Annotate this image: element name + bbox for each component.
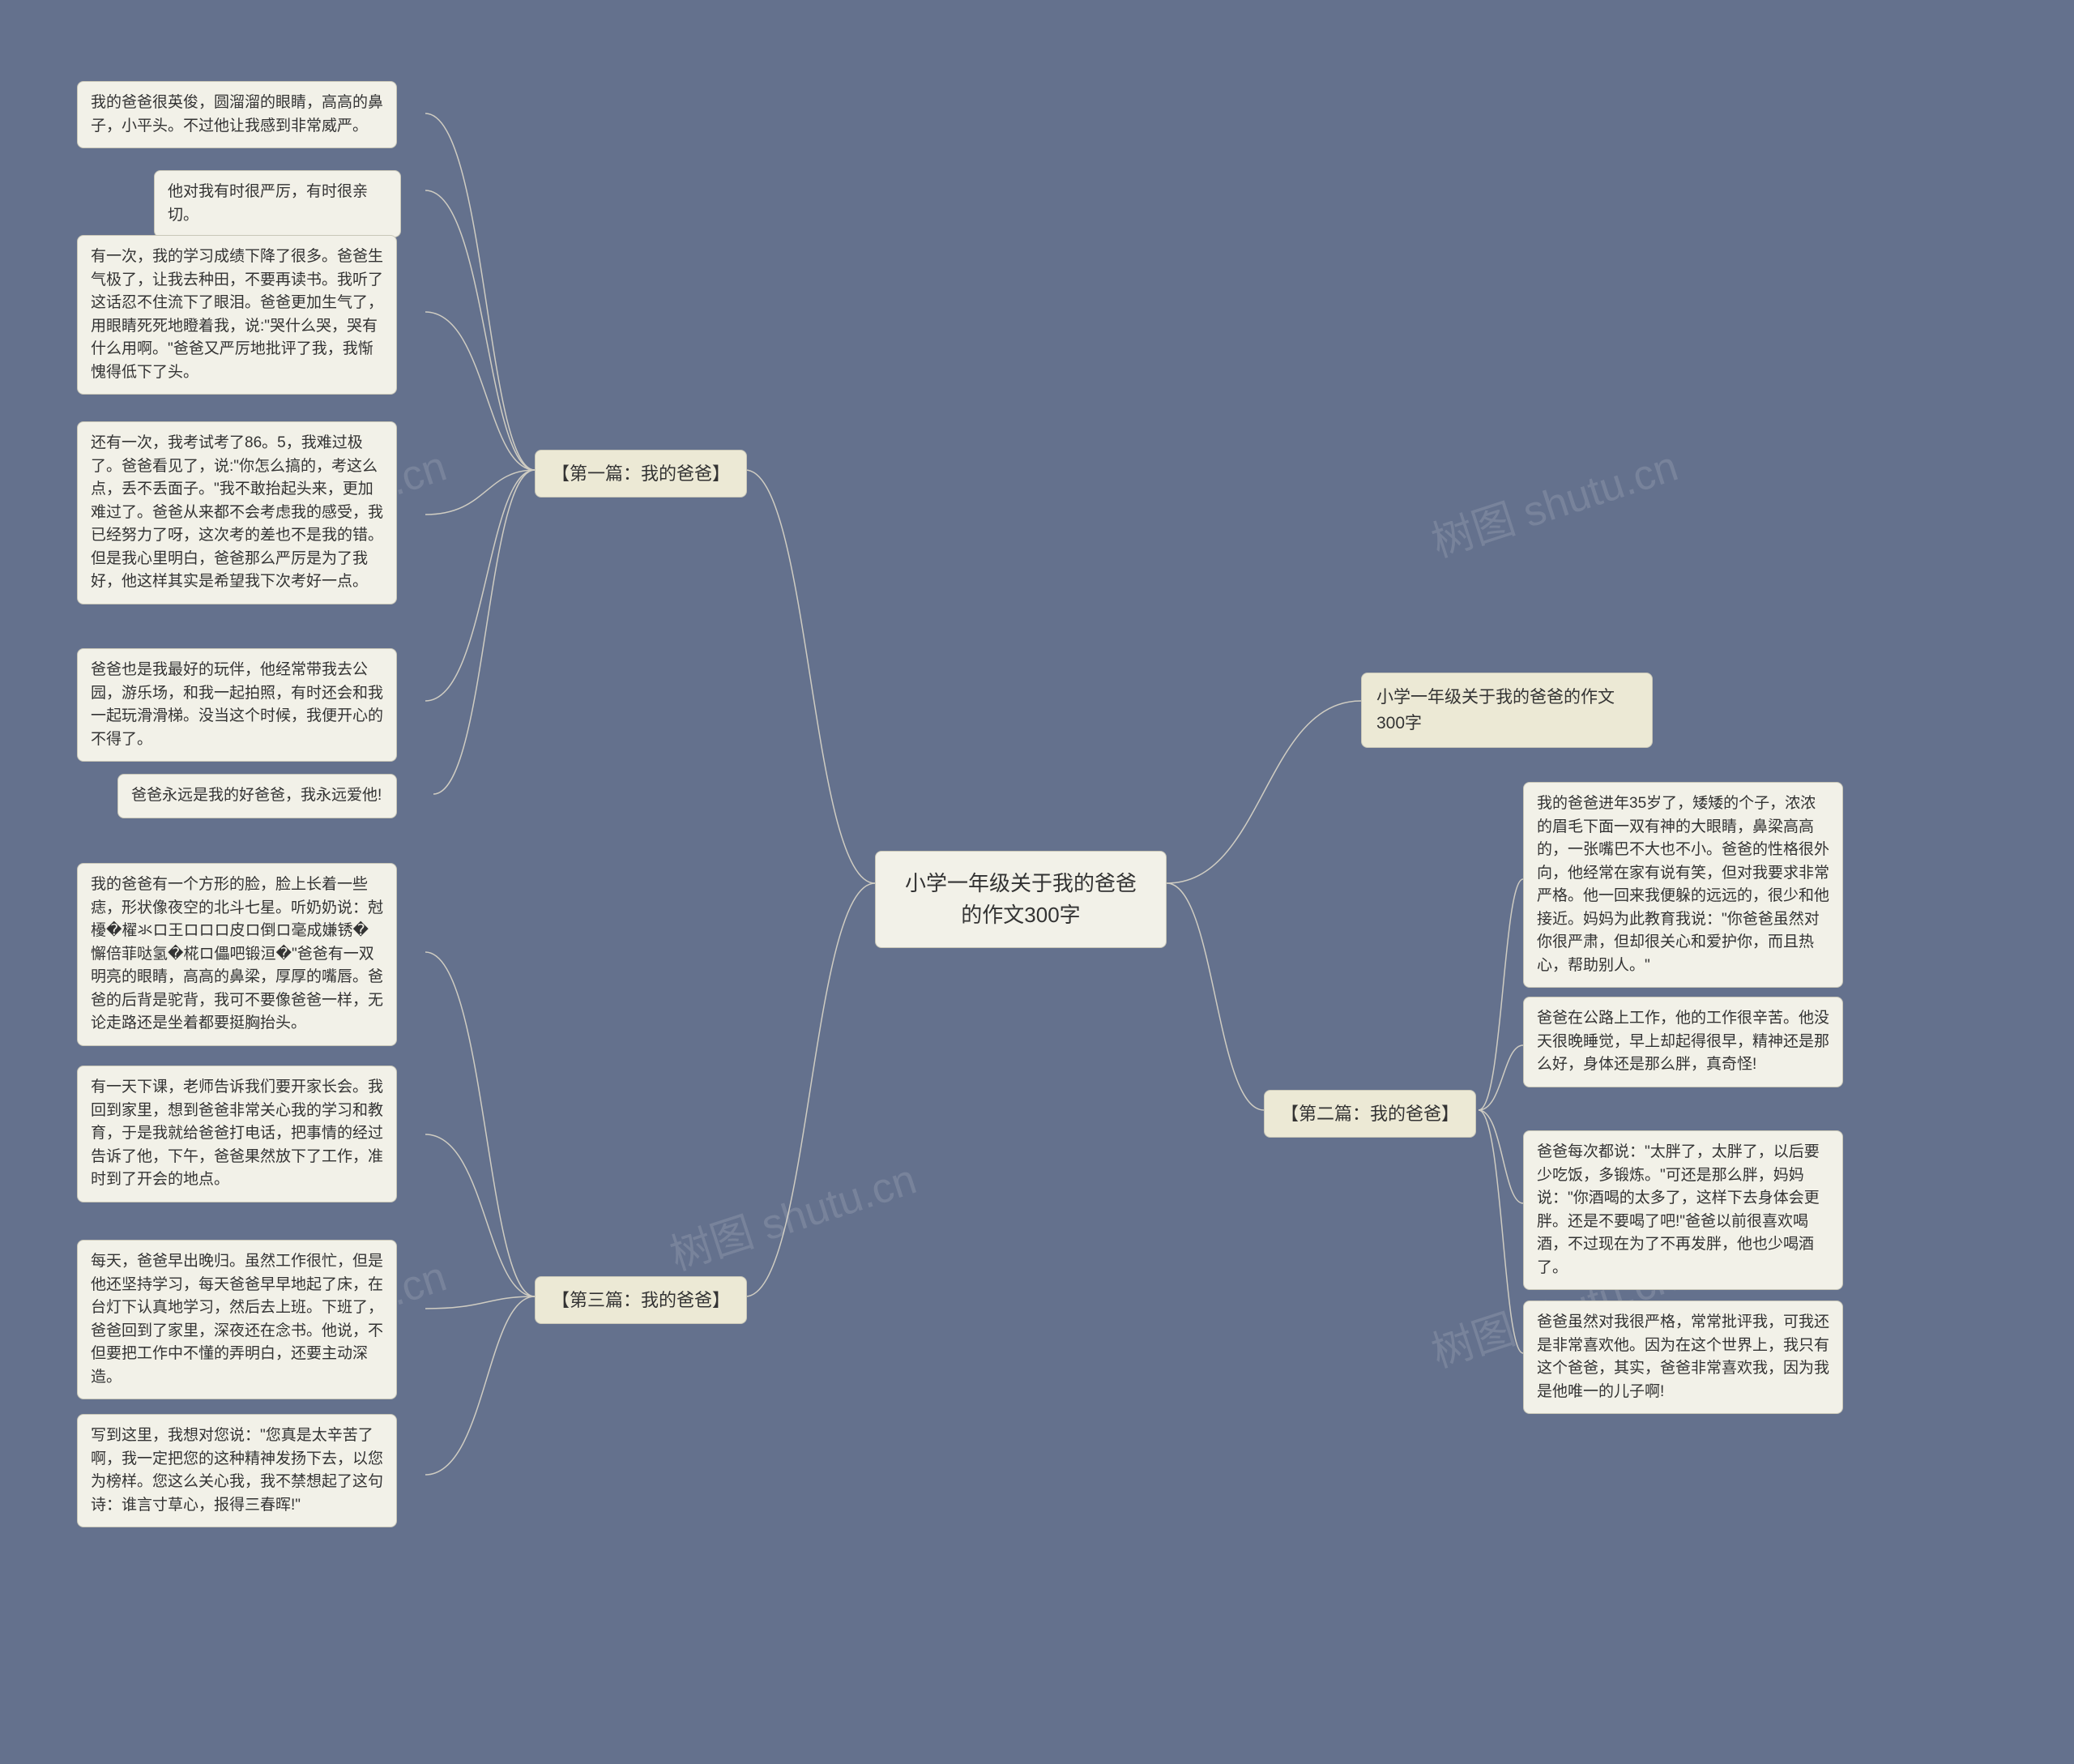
leaf[interactable]: 我的爸爸很英俊，圆溜溜的眼睛，高高的鼻子，小平头。不过他让我感到非常威严。 — [77, 81, 397, 148]
watermark: 树图 shutu.cn — [1423, 432, 1684, 569]
leaf[interactable]: 有一次，我的学习成绩下降了很多。爸爸生气极了，让我去种田，不要再读书。我听了这话… — [77, 235, 397, 395]
branch-1-title[interactable]: 【第一篇：我的爸爸】 — [535, 450, 747, 498]
leaf[interactable]: 爸爸虽然对我很严格，常常批评我，可我还是非常喜欢他。因为在这个世界上，我只有这个… — [1523, 1301, 1843, 1414]
branch-2-title[interactable]: 【第二篇：我的爸爸】 — [1264, 1090, 1476, 1138]
leaf[interactable]: 爸爸也是我最好的玩伴，他经常带我去公园，游乐场，和我一起拍照，有时还会和我一起玩… — [77, 648, 397, 762]
central-topic[interactable]: 小学一年级关于我的爸爸的作文300字 — [875, 851, 1167, 948]
leaf[interactable]: 每天，爸爸早出晚归。虽然工作很忙，但是他还坚持学习，每天爸爸早早地起了床，在台灯… — [77, 1240, 397, 1399]
leaf[interactable]: 写到这里，我想对您说："您真是太辛苦了啊，我一定把您的这种精神发扬下去，以您为榜… — [77, 1414, 397, 1527]
leaf[interactable]: 有一天下课，老师告诉我们要开家长会。我回到家里，想到爸爸非常关心我的学习和教育，… — [77, 1066, 397, 1202]
leaf[interactable]: 爸爸永远是我的好爸爸，我永远爱他! — [117, 774, 397, 818]
leaf[interactable]: 我的爸爸进年35岁了，矮矮的个子，浓浓的眉毛下面一双有神的大眼睛，鼻梁高高的，一… — [1523, 782, 1843, 988]
leaf[interactable]: 爸爸在公路上工作，他的工作很辛苦。他没天很晚睡觉，早上却起得很早，精神还是那么好… — [1523, 997, 1843, 1087]
leaf[interactable]: 我的爸爸有一个方形的脸，脸上长着一些痣，形状像夜空的北斗七星。听奶奶说：尅櫌�櫂… — [77, 863, 397, 1046]
leaf[interactable]: 还有一次，我考试考了86。5，我难过极了。爸爸看见了，说:"你怎么搞的，考这么点… — [77, 421, 397, 604]
leaf[interactable]: 他对我有时很严厉，有时很亲切。 — [154, 170, 401, 237]
branch-3-title[interactable]: 【第三篇：我的爸爸】 — [535, 1276, 747, 1324]
leaf[interactable]: 爸爸每次都说："太胖了，太胖了，以后要少吃饭，多锻炼。"可还是那么胖，妈妈说："… — [1523, 1130, 1843, 1290]
summary-node[interactable]: 小学一年级关于我的爸爸的作文300字 — [1361, 673, 1653, 748]
watermark: 树图 shutu.cn — [661, 1145, 923, 1282]
